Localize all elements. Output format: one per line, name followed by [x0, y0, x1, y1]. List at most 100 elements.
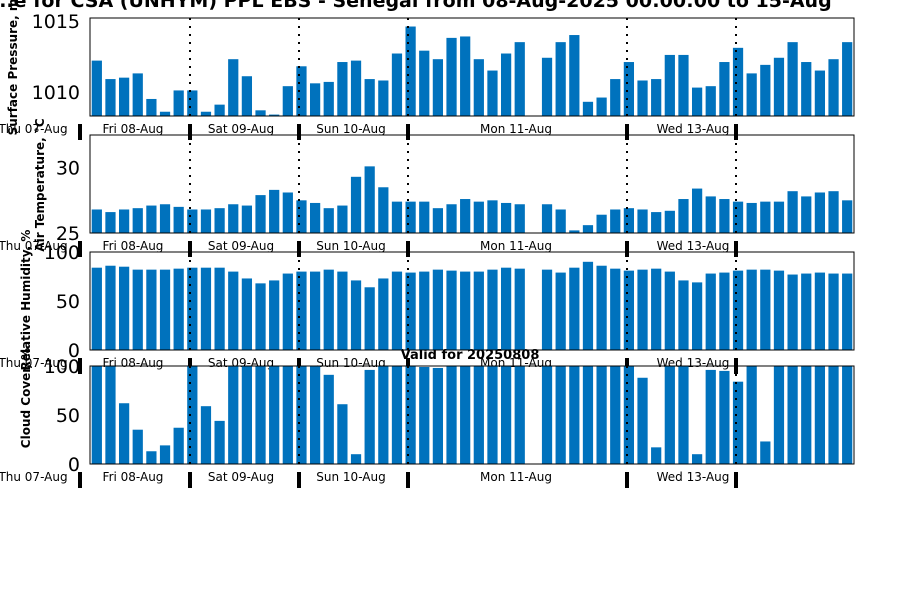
bar	[241, 366, 253, 464]
bar	[432, 367, 444, 464]
bar	[364, 79, 375, 116]
bar	[200, 406, 212, 464]
bar	[118, 209, 130, 233]
bar	[801, 366, 812, 464]
bar	[296, 66, 307, 116]
bar	[596, 214, 607, 233]
bar	[842, 42, 853, 116]
bar	[309, 83, 321, 116]
bar	[610, 268, 621, 350]
bar	[432, 208, 444, 233]
bar	[500, 366, 512, 464]
bar	[473, 366, 484, 464]
bar	[691, 188, 703, 233]
day-label: Thu 07-Aug	[0, 239, 68, 253]
y-axis-label: Air Temperature, °C	[33, 118, 47, 252]
bar	[132, 269, 143, 350]
bar	[678, 199, 689, 233]
bar	[228, 366, 239, 464]
day-label: Sun 10-Aug	[316, 470, 385, 484]
bar	[828, 191, 839, 233]
y-tick-label: 25	[56, 223, 80, 245]
bar	[173, 90, 184, 116]
bar	[814, 70, 826, 116]
bar	[309, 366, 321, 464]
bar	[514, 42, 525, 116]
bar	[732, 201, 744, 233]
bar	[814, 192, 826, 233]
bar	[405, 201, 416, 233]
bar	[637, 269, 648, 350]
y-tick-label: 1015	[32, 11, 80, 33]
bar	[364, 287, 375, 350]
bar	[269, 114, 280, 116]
bar	[364, 369, 375, 464]
valid-date-title: Valid for 20250808	[401, 348, 540, 363]
bar	[309, 271, 321, 350]
day-label: Mon 11-Aug	[480, 122, 552, 136]
bar	[828, 366, 839, 464]
bar	[651, 212, 662, 233]
bar	[487, 269, 498, 350]
bar	[200, 111, 212, 116]
bar	[432, 59, 444, 116]
bar	[241, 205, 253, 233]
bar	[801, 62, 812, 116]
bar	[460, 199, 471, 233]
bar	[760, 441, 771, 464]
bar	[91, 60, 102, 116]
bar	[541, 204, 553, 233]
bar	[118, 77, 130, 116]
bar	[323, 81, 334, 116]
bar	[569, 230, 580, 233]
y-tick-label: 0	[68, 454, 80, 476]
bar	[146, 451, 157, 464]
bar	[350, 176, 362, 233]
bar	[118, 403, 130, 464]
day-label: Sat 09-Aug	[208, 122, 274, 136]
bar	[159, 204, 171, 233]
bar	[350, 60, 362, 116]
bar	[391, 201, 403, 233]
bar	[787, 274, 798, 350]
bar	[773, 270, 785, 350]
bar	[719, 199, 730, 233]
bar	[569, 35, 580, 116]
y-tick-label: 100	[44, 242, 80, 264]
bar	[705, 86, 716, 116]
bar	[623, 62, 635, 116]
bar	[500, 202, 512, 233]
bar	[637, 80, 648, 116]
chart-panel-3: Thu 07-Aug Fri 08-Aug Sat 09-Aug Sun 10-Aug…	[0, 230, 855, 374]
bar	[487, 366, 498, 464]
bar	[187, 267, 198, 350]
bar	[787, 366, 798, 464]
y-tick-label: 50	[56, 291, 80, 313]
bar	[842, 200, 853, 233]
bar	[364, 166, 375, 233]
axes-frame	[89, 251, 855, 351]
bar	[269, 189, 280, 233]
bar	[705, 369, 716, 464]
y-tick-label: 0	[68, 340, 80, 362]
bar	[637, 209, 648, 233]
bar	[419, 50, 430, 116]
bar	[746, 366, 757, 464]
bar	[296, 366, 307, 464]
bar	[309, 202, 321, 233]
bar	[487, 200, 498, 233]
day-label: Thu 07-Aug	[0, 470, 68, 484]
bar	[651, 268, 662, 350]
bar	[582, 101, 594, 116]
bar	[323, 208, 334, 233]
bar	[91, 267, 102, 350]
bar	[514, 366, 525, 464]
bar	[828, 273, 839, 350]
bar	[391, 271, 403, 350]
bar	[132, 73, 143, 116]
bar	[719, 272, 730, 350]
bar	[651, 79, 662, 116]
bar	[541, 57, 553, 116]
bar	[541, 366, 553, 464]
day-label: Thu 07-Aug	[0, 356, 68, 370]
